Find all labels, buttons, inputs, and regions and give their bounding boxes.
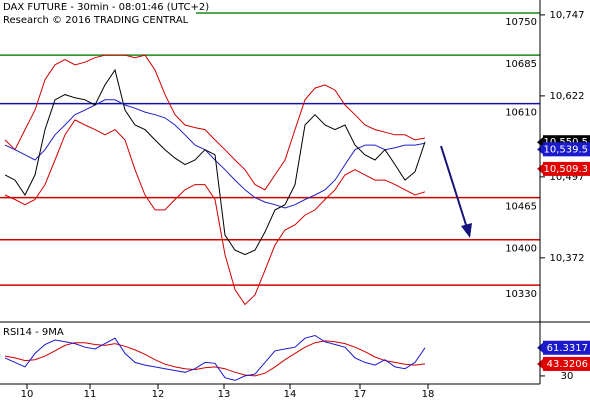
- arrow-shaft: [440, 145, 468, 229]
- level-label: 10685: [505, 59, 537, 70]
- series-line: [4, 119, 426, 306]
- y-tick-label: 30: [561, 371, 574, 382]
- series-line: [4, 68, 426, 256]
- price-tag-label: 10,509.3: [543, 164, 588, 175]
- x-tick-label: 14: [284, 389, 297, 400]
- price-tag-label: 10,539.5: [543, 144, 588, 155]
- price-tag-label: 43.3206: [547, 359, 588, 370]
- y-tick-label: 10,747: [550, 10, 585, 21]
- x-tick-label: 17: [354, 389, 367, 400]
- chart-subtitle: Research © 2016 TRADING CENTRAL: [3, 15, 189, 26]
- chart-title: DAX FUTURE - 30min - 08:01:46 (UTC+2): [3, 2, 209, 13]
- series-line: [4, 334, 426, 381]
- price-tag: [543, 161, 590, 176]
- x-tick-label: 11: [84, 389, 97, 400]
- x-tick-label: 10: [21, 389, 34, 400]
- level-label: 10750: [505, 17, 537, 28]
- series-line: [4, 54, 426, 191]
- price-tag: [543, 340, 590, 355]
- rsi-title: RSI14 - 9MA: [3, 327, 64, 338]
- y-tick-label: 10,497: [550, 172, 585, 183]
- forecast-arrow: [440, 145, 472, 238]
- price-tag-label: 61.3317: [547, 343, 588, 354]
- title-backdrop: [0, 0, 196, 28]
- y-tick-label: 10,622: [550, 91, 585, 102]
- price-tag: [543, 356, 590, 371]
- x-tick-label: 13: [218, 389, 231, 400]
- level-label: 10330: [505, 289, 537, 300]
- level-label: 10465: [505, 202, 537, 213]
- x-tick-label: 18: [422, 389, 435, 400]
- series-line: [4, 340, 426, 377]
- plot-layer: 10750 10685 10610 10465 10400 10330 10,747 10,6…: [0, 10, 590, 400]
- series-line: [4, 99, 426, 209]
- arrow-head: [461, 223, 472, 238]
- level-label: 10610: [505, 108, 537, 119]
- level-label: 10400: [505, 244, 537, 255]
- y-tick-label: 10,372: [550, 253, 585, 264]
- price-tag: [543, 142, 590, 157]
- x-tick-label: 12: [152, 389, 165, 400]
